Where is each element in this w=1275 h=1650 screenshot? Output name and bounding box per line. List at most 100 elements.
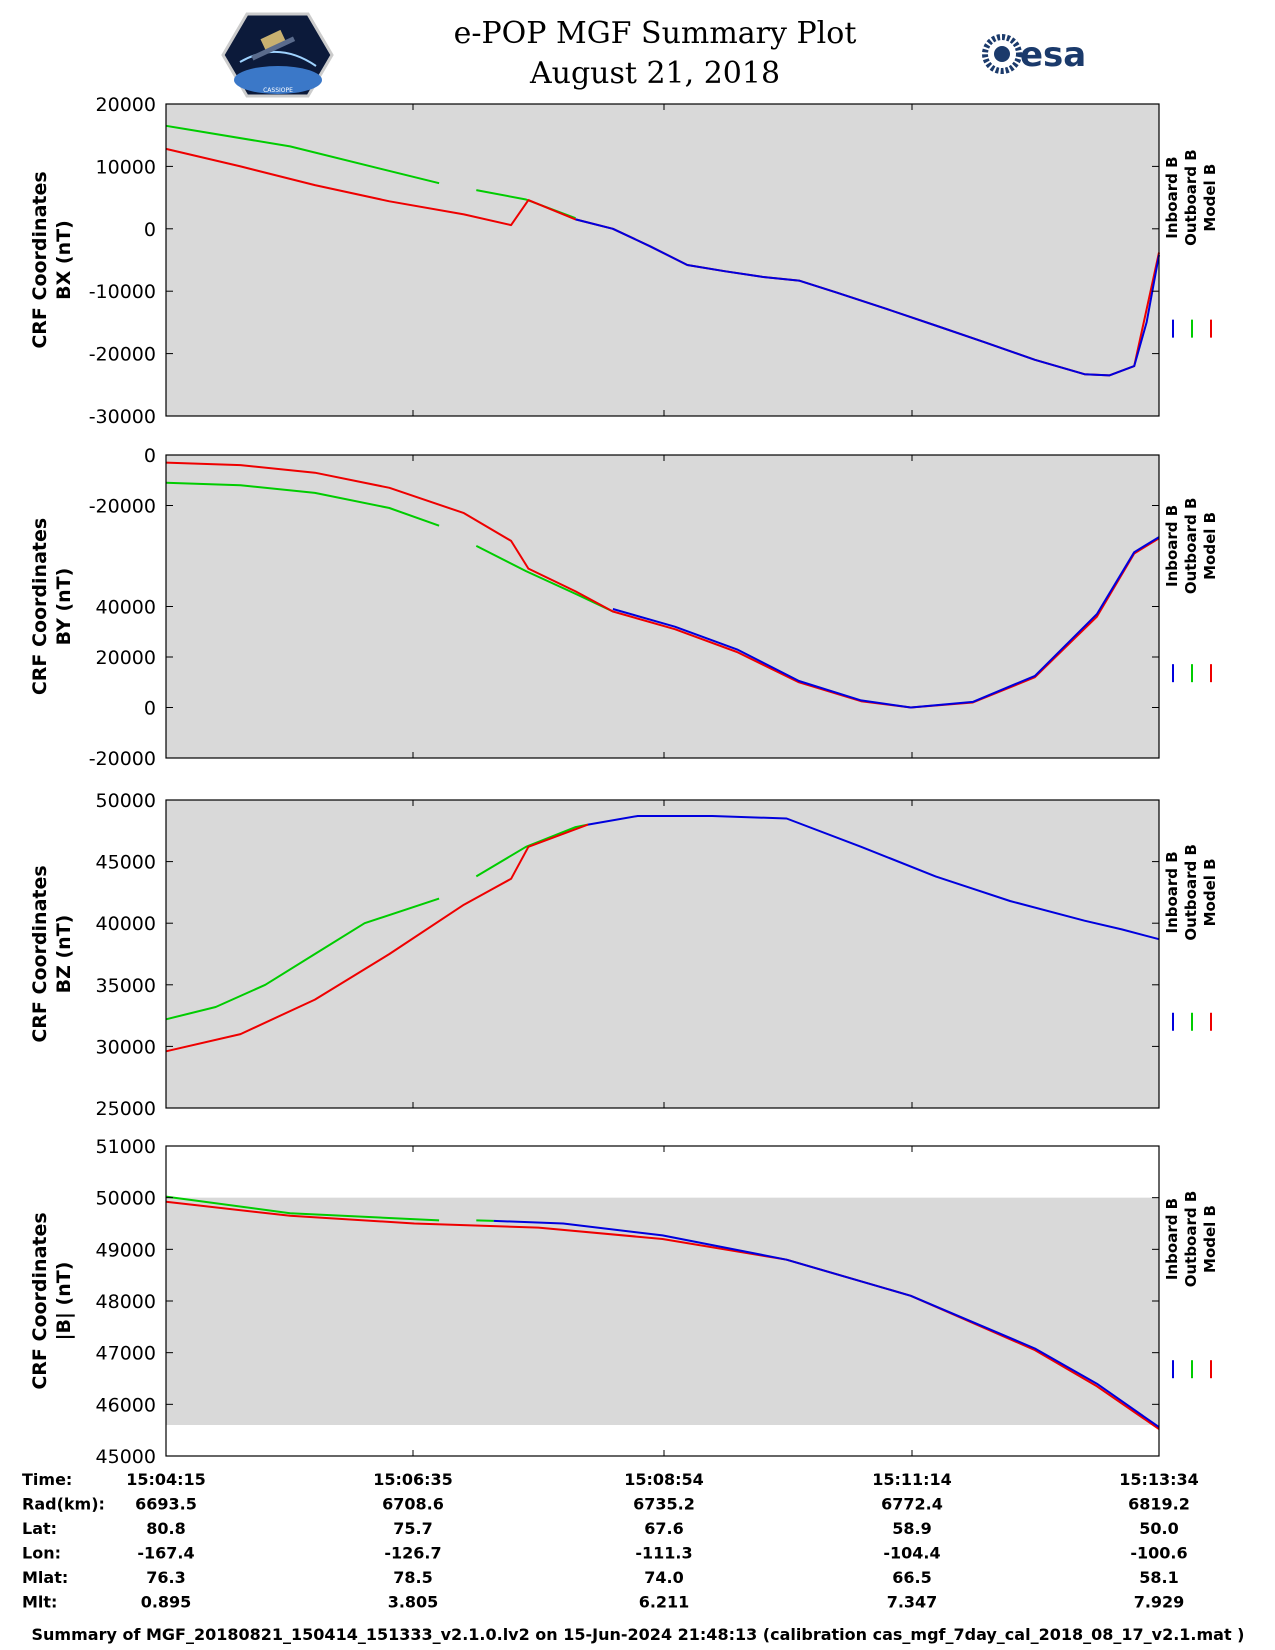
legend-label: Outboard B — [1182, 1191, 1200, 1288]
y-tick-label: 47000 — [96, 1343, 156, 1365]
legend-label: Inboard B — [1163, 1198, 1181, 1280]
series-model-line — [165, 823, 589, 1053]
legend-label: Inboard B — [1163, 851, 1181, 933]
y-axis-label: CRF Coordinates — [29, 518, 51, 695]
plot-panels: 20000 10000 0 -10000 -20000 -30000 CRF Coordin… — [29, 94, 1219, 1468]
y-axis-label: CRF Coordinates — [29, 171, 51, 348]
legend-label: Model B — [1201, 1205, 1219, 1273]
ephemeris-value: -111.3 — [635, 1544, 692, 1563]
ephemeris-value: 50.0 — [1139, 1519, 1178, 1538]
esa-logo: esa — [982, 34, 1086, 75]
y-axis-label: BY (nT) — [53, 568, 75, 646]
legend-label: Model B — [1201, 858, 1219, 926]
ephemeris-value: 0.895 — [141, 1593, 192, 1612]
ephemeris-value: 75.7 — [393, 1519, 432, 1538]
panel-4: 51000 50000 49000 48000 47000 46000 45000 CRF C… — [29, 1136, 1219, 1468]
ephemeris-value: 6.211 — [639, 1593, 690, 1612]
y-tick-label: 50000 — [96, 1188, 156, 1210]
y-tick-label: 35000 — [96, 975, 156, 997]
y-tick-label: 50000 — [96, 790, 156, 812]
ephemeris-row-label: Rad(km): — [22, 1495, 105, 1514]
series-outboard-line — [165, 1195, 440, 1222]
series-model-line — [165, 461, 1160, 709]
legend-label: Inboard B — [1163, 156, 1181, 238]
series-outboard-line — [165, 124, 440, 185]
ephemeris-value: 80.8 — [146, 1519, 185, 1538]
series-outboard-line — [165, 897, 440, 1021]
legend-label: Outboard B — [1182, 149, 1200, 246]
y-tick-label: -20000 — [89, 344, 156, 366]
y-tick-label: 0 — [144, 445, 156, 467]
ephemeris-value: 15:08:54 — [624, 1470, 704, 1489]
panel-2: 0 -20000 40000 20000 0 -20000 CRF Coordinates B… — [29, 445, 1219, 770]
y-tick-label: 46000 — [96, 1394, 156, 1416]
ephemeris-row-label: Time: — [22, 1470, 72, 1489]
panel-1: 20000 10000 0 -10000 -20000 -30000 CRF Coordin… — [29, 94, 1219, 428]
ephemeris-value: 74.0 — [644, 1568, 683, 1587]
ephemeris-table: Time: 15:04:15 15:06:35 15:08:54 15:11:14 15:… — [22, 1470, 1199, 1612]
ephemeris-value: 15:04:15 — [126, 1470, 206, 1489]
legend-label: Outboard B — [1182, 844, 1200, 941]
ephemeris-value: 6708.6 — [382, 1495, 444, 1514]
ephemeris-value: 6693.5 — [135, 1495, 197, 1514]
y-tick-label: -20000 — [89, 748, 156, 770]
figure-date: August 21, 2018 — [529, 56, 780, 91]
series-inboard-line — [587, 815, 1160, 941]
plot-frame — [165, 799, 1160, 1109]
series-outboard-line — [475, 545, 614, 613]
ephemeris-value: 6735.2 — [633, 1495, 695, 1514]
ephemeris-value: 6772.4 — [881, 1495, 943, 1514]
plot-frame — [165, 103, 1160, 417]
ephemeris-row-label: Mlt: — [22, 1593, 57, 1612]
figure-title: e-POP MGF Summary Plot — [454, 16, 857, 51]
legend-label: Outboard B — [1182, 498, 1200, 595]
y-tick-label: 30000 — [96, 1036, 156, 1058]
panel-3: 50000 45000 40000 35000 30000 25000 CRF Coordi… — [29, 790, 1219, 1120]
figure-footer: Summary of MGF_20180821_150414_151333_v2… — [32, 1625, 1245, 1644]
y-tick-label: 45000 — [96, 852, 156, 874]
ephemeris-value: -104.4 — [883, 1544, 940, 1563]
series-model-line — [165, 1200, 1160, 1430]
y-tick-label: 20000 — [96, 647, 156, 669]
figure-header: CASSIOPE e-POP MGF Summary Plot August 2… — [221, 12, 1086, 98]
y-tick-label: 40000 — [96, 597, 156, 619]
ephemeris-value: 58.9 — [892, 1519, 931, 1538]
series-inboard-line — [575, 218, 1160, 377]
ephemeris-value: 78.5 — [393, 1568, 432, 1587]
y-tick-label: 48000 — [96, 1291, 156, 1313]
y-tick-label: 10000 — [96, 156, 156, 178]
series-outboard-line — [476, 1219, 494, 1222]
y-axis-label: BX (nT) — [53, 220, 75, 300]
y-tick-label: 0 — [144, 698, 156, 720]
ephemeris-value: 15:11:14 — [872, 1470, 952, 1489]
esa-logo-text: esa — [1020, 35, 1086, 75]
ephemeris-value: 67.6 — [644, 1519, 683, 1538]
plot-area-background — [166, 800, 1159, 1108]
ephemeris-value: 7.347 — [887, 1593, 938, 1612]
ephemeris-value: 15:06:35 — [373, 1470, 453, 1489]
y-tick-label: 0 — [144, 219, 156, 241]
ephemeris-value: 6819.2 — [1128, 1495, 1190, 1514]
y-tick-label: 45000 — [96, 1446, 156, 1468]
cassiope-logo-caption: CASSIOPE — [263, 87, 293, 94]
shaded-band — [166, 1197, 1159, 1425]
ephemeris-value: 15:13:34 — [1119, 1470, 1199, 1489]
series-inboard-line — [612, 536, 1160, 709]
y-tick-label: -20000 — [89, 496, 156, 518]
y-tick-label: 25000 — [96, 1098, 156, 1120]
ephemeris-value: 3.805 — [388, 1593, 439, 1612]
ephemeris-value: 66.5 — [892, 1568, 931, 1587]
y-tick-label: 51000 — [96, 1136, 156, 1158]
y-tick-label: -30000 — [89, 406, 156, 428]
ephemeris-row-label: Lon: — [22, 1544, 61, 1563]
legend-label: Model B — [1201, 164, 1219, 232]
ephemeris-row-label: Mlat: — [22, 1568, 68, 1587]
ephemeris-row-label: Lat: — [22, 1519, 57, 1538]
plot-area-background — [166, 455, 1159, 758]
y-tick-label: 40000 — [96, 913, 156, 935]
y-tick-label: 20000 — [96, 94, 156, 116]
y-tick-label: -10000 — [89, 281, 156, 303]
legend-label: Inboard B — [1163, 505, 1181, 587]
ephemeris-value: 7.929 — [1134, 1593, 1185, 1612]
